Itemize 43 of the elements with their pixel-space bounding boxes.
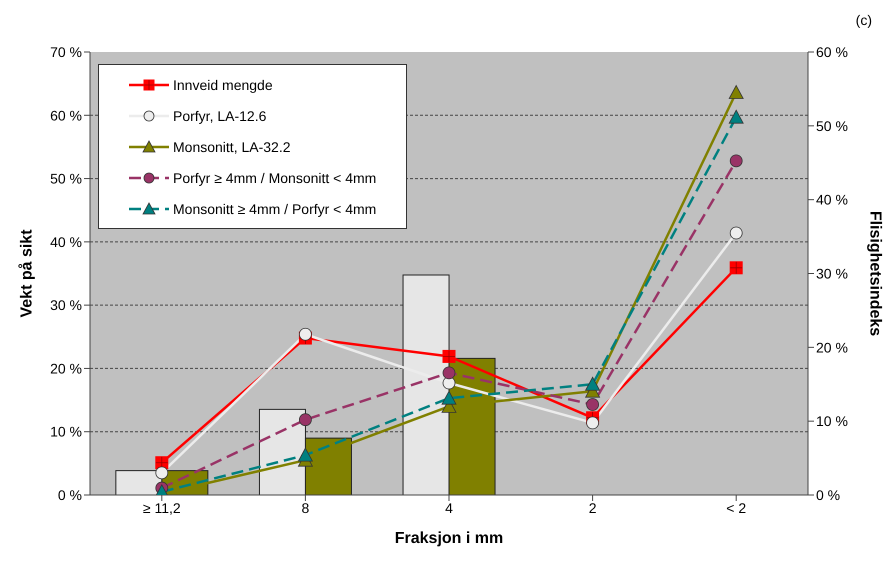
y2-tick-label: 40 %: [816, 192, 848, 208]
point: [730, 154, 743, 168]
point: [730, 226, 743, 240]
legend-label: Porfyr ≥ 4mm / Monsonitt < 4mm: [173, 170, 376, 186]
point: [299, 413, 312, 426]
point: [299, 328, 312, 341]
y2-tick-label: 30 %: [816, 265, 848, 282]
x-tick-label: < 2: [726, 500, 746, 516]
legend-label: Monsonitt, LA-32.2: [173, 138, 291, 154]
y-tick-label: 10 %: [50, 424, 82, 440]
legend-label: Porfyr, LA-12.6: [173, 108, 266, 124]
point: [586, 398, 599, 411]
y-tick-label: 0 %: [58, 486, 82, 503]
y2-tick-label: 10 %: [816, 413, 848, 430]
y-tick-label: 70 %: [50, 44, 82, 60]
y2-tick-label: 0 %: [816, 486, 840, 503]
y2-tick-label: 20 %: [816, 339, 848, 356]
x-tick-label: 4: [445, 500, 454, 516]
point: [728, 85, 744, 99]
y-tick-label: 50 %: [50, 170, 82, 187]
point: [155, 466, 168, 480]
x-tick-label: 8: [302, 500, 310, 516]
point: [298, 448, 313, 462]
y-axis-title: Vekt på sikt: [18, 228, 36, 318]
y2-tick-label: 50 %: [816, 118, 848, 134]
x-tick-label: 2: [588, 500, 597, 516]
y2-tick-label: 60 %: [816, 44, 848, 60]
point: [442, 366, 456, 380]
y-tick-label: 40 %: [50, 234, 82, 250]
legend-label: Monsonitt ≥ 4mm / Porfyr < 4mm: [173, 200, 376, 216]
text: (c): [856, 12, 872, 28]
point: [442, 390, 456, 405]
y2-axis-title: Flisighetsindeks: [866, 210, 884, 336]
point: [585, 376, 600, 391]
y-tick-label: 60 %: [50, 107, 82, 124]
legend-label: Innveid mengde: [173, 76, 273, 92]
y-tick-label: 30 %: [50, 297, 82, 314]
point: [728, 110, 744, 124]
y-tick-label: 20 %: [50, 360, 82, 376]
point: [442, 376, 456, 390]
point: [586, 416, 599, 430]
x-axis-title: Fraksjon i mm: [394, 530, 504, 547]
x-tick-label: ≥ 11,2: [142, 500, 181, 516]
